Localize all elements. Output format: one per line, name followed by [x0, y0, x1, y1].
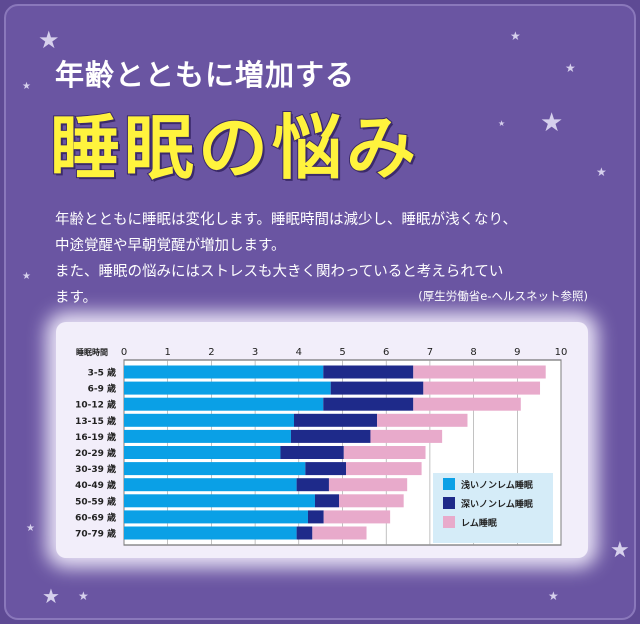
bar-segment	[377, 413, 468, 427]
legend-label: 深いノンレム睡眠	[461, 498, 533, 510]
x-tick-label: 7	[427, 347, 433, 358]
star-icon: ★	[610, 538, 630, 563]
star-icon: ★	[498, 119, 506, 128]
legend-swatch	[443, 516, 455, 528]
page-title: 睡眠の悩み	[49, 106, 420, 190]
bar-segment	[307, 510, 324, 524]
star-icon: ★	[565, 61, 576, 75]
bar-segment	[124, 429, 291, 443]
x-tick-label: 6	[383, 347, 389, 358]
category-label: 30-39 歳	[75, 463, 116, 475]
x-tick-label: 8	[470, 347, 476, 358]
bar-segment	[124, 526, 297, 540]
bar-segment	[296, 526, 313, 540]
bar-segment	[314, 494, 340, 508]
category-label: 70-79 歳	[75, 528, 116, 540]
star-icon: ★	[26, 523, 35, 534]
bar-segment	[323, 365, 414, 379]
bar-segment	[296, 478, 329, 492]
star-icon: ★	[42, 584, 60, 608]
x-tick-label: 3	[252, 347, 258, 358]
x-tick-label: 4	[296, 347, 302, 358]
category-label: 13-15 歳	[75, 415, 116, 427]
category-label: 60-69 歳	[75, 511, 116, 523]
bar-segment	[124, 397, 324, 411]
x-tick-label: 2	[208, 347, 214, 358]
star-icon: ★	[540, 108, 564, 138]
category-label: 40-49 歳	[75, 479, 116, 491]
bar-segment	[280, 446, 344, 459]
legend-swatch	[443, 497, 455, 509]
category-label: 3-5 歳	[88, 367, 116, 379]
bar-segment	[124, 510, 308, 524]
description-line: ます。	[55, 290, 98, 306]
bar-segment	[413, 397, 521, 411]
bar-segment	[124, 494, 315, 508]
bar-segment	[413, 365, 546, 379]
bar-segment	[124, 478, 297, 492]
x-axis-label: 睡眠時間	[76, 347, 108, 357]
bar-segment	[312, 526, 367, 540]
bar-segment	[305, 462, 346, 476]
bar-segment	[323, 397, 414, 411]
category-label: 50-59 歳	[75, 495, 116, 507]
bar-segment	[330, 381, 424, 395]
bar-segment	[423, 381, 541, 395]
bar-segment	[290, 429, 371, 443]
bar-segment	[124, 365, 324, 379]
star-icon: ★	[596, 165, 607, 179]
description-line: 中途覚醒や早朝覚醒が増加します。	[55, 238, 286, 254]
bar-segment	[293, 413, 378, 427]
bar-segment	[124, 446, 281, 459]
x-tick-label: 1	[165, 347, 171, 358]
category-label: 6-9 歳	[88, 383, 116, 395]
description-line: 年齢とともに睡眠は変化します。睡眠時間は減少し、睡眠が浅くなり、	[55, 212, 517, 228]
bar-segment	[339, 494, 404, 508]
x-tick-label: 0	[121, 347, 127, 358]
bar-segment	[370, 429, 443, 443]
star-icon: ★	[548, 589, 559, 603]
legend-label: 浅いノンレム睡眠	[461, 479, 533, 491]
description: 年齢とともに睡眠は変化します。睡眠時間は減少し、睡眠が浅くなり、 中途覚醒や早朝…	[55, 207, 600, 311]
star-icon: ★	[22, 271, 31, 282]
bar-segment	[328, 478, 408, 492]
star-icon: ★	[510, 29, 521, 43]
bar-segment	[343, 446, 426, 459]
description-line: また、睡眠の悩みにはストレスも大きく関わっていると考えられてい	[55, 264, 504, 280]
bar-segment	[345, 462, 422, 476]
x-tick-label: 10	[555, 347, 568, 358]
category-label: 20-29 歳	[75, 447, 116, 459]
star-icon: ★	[78, 589, 89, 603]
subtitle: 年齢とともに増加する	[55, 58, 356, 92]
bar-segment	[124, 413, 294, 427]
category-label: 16-19 歳	[75, 431, 116, 443]
star-icon: ★	[22, 81, 31, 92]
star-icon: ★	[38, 26, 60, 54]
legend-swatch	[443, 478, 455, 490]
category-label: 10-12 歳	[75, 399, 116, 411]
x-tick-label: 9	[514, 347, 520, 358]
bar-segment	[124, 462, 306, 476]
legend-label: レム睡眠	[461, 517, 497, 529]
x-tick-label: 5	[339, 347, 345, 358]
bar-segment	[124, 381, 331, 395]
bar-segment	[323, 510, 391, 524]
source-note: (厚生労働省e-ヘルスネット参照)	[418, 289, 588, 303]
